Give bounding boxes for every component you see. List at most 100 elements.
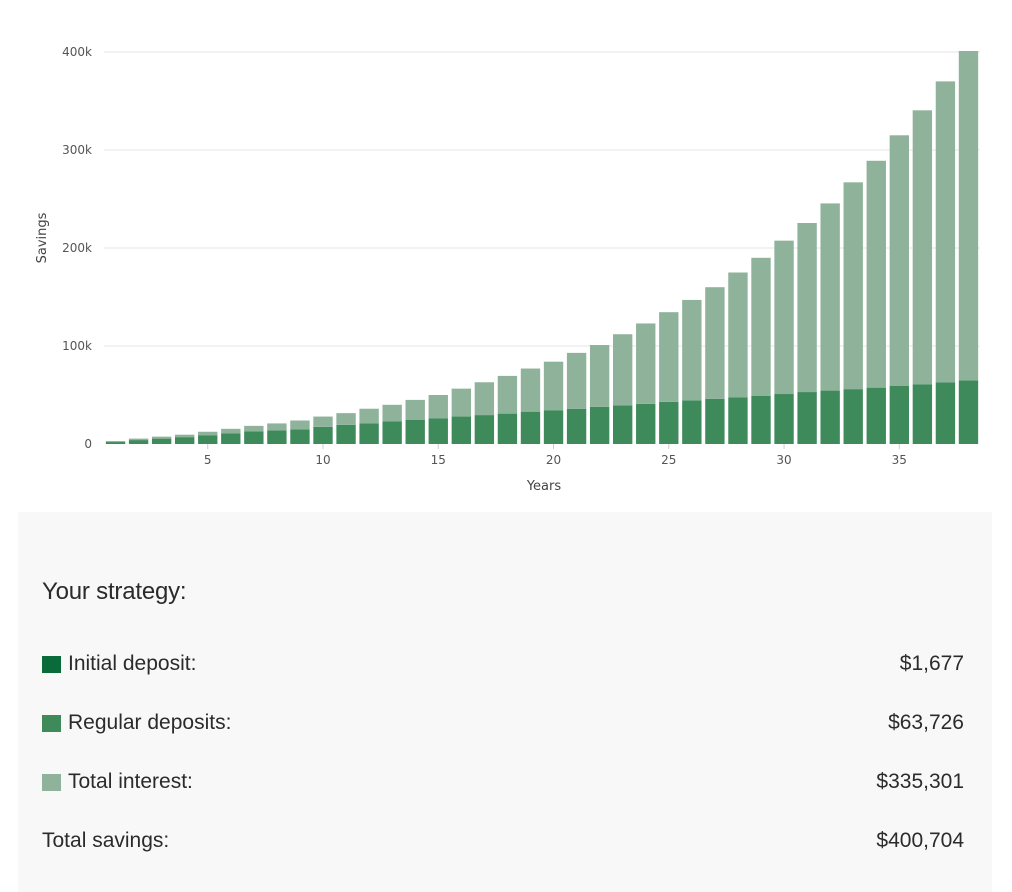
total-interest-swatch [42,773,61,791]
bar-deposits[interactable] [705,398,725,444]
bar-deposits[interactable] [912,384,933,444]
bar-deposits[interactable] [566,408,587,444]
bar-deposits[interactable] [151,438,172,444]
bar-deposits[interactable] [428,418,448,444]
total-savings-label: Total savings: [42,829,170,852]
bar-interest[interactable] [405,399,425,420]
bar-interest[interactable] [636,323,656,404]
bar-deposits[interactable] [820,390,840,444]
bar-deposits[interactable] [613,405,633,444]
strategy-title: Your strategy: [42,578,187,605]
bar-deposits[interactable] [589,406,610,444]
bar-interest[interactable] [774,240,794,395]
bar-deposits[interactable] [128,440,149,444]
bar-interest[interactable] [589,345,610,407]
y-tick-label: 0 [84,437,92,451]
bar-deposits[interactable] [313,426,333,444]
bar-deposits[interactable] [843,389,863,444]
bar-deposits[interactable] [889,385,909,444]
bar-interest[interactable] [958,51,979,381]
bar-interest[interactable] [198,431,218,436]
bar-interest[interactable] [359,408,379,424]
y-tick-label: 100k [62,339,92,353]
x-tick-label: 35 [892,453,907,467]
bar-deposits[interactable] [774,394,794,444]
bar-deposits[interactable] [198,435,218,444]
x-tick-label: 25 [661,453,676,467]
initial-deposit-label: Initial deposit: [68,652,197,675]
bar-interest[interactable] [451,388,471,417]
bar-deposits[interactable] [659,401,679,444]
bar-interest[interactable] [843,182,863,390]
regular-deposits-label: Regular deposits: [68,711,232,734]
bar-deposits[interactable] [451,416,471,444]
bar-interest[interactable] [728,272,748,398]
bar-interest[interactable] [659,312,679,402]
bar-interest[interactable] [566,352,587,409]
total-interest-label: Total interest: [68,770,193,793]
bar-interest[interactable] [175,434,195,438]
bar-interest[interactable] [820,203,840,391]
bar-interest[interactable] [221,428,241,434]
bar-deposits[interactable] [728,397,748,444]
bar-deposits[interactable] [543,410,564,444]
bar-interest[interactable] [474,382,495,416]
bar-interest[interactable] [151,436,172,439]
bar-deposits[interactable] [935,382,956,444]
bar-deposits[interactable] [290,429,310,444]
bar-interest[interactable] [290,420,310,430]
bar-deposits[interactable] [105,442,126,444]
total-savings-value: $400,704 [876,829,964,852]
x-tick-label: 15 [431,453,446,467]
bar-deposits[interactable] [958,380,979,444]
y-axis-title: Savings [35,212,50,263]
initial-deposit-value: $1,677 [899,652,964,675]
y-tick-label: 400k [62,45,92,59]
bar-deposits[interactable] [336,424,356,444]
bar-interest[interactable] [105,441,126,443]
bar-deposits[interactable] [175,437,195,444]
bar-interest[interactable] [912,110,933,385]
bar-deposits[interactable] [221,433,241,444]
bar-deposits[interactable] [474,415,495,444]
summary-row-total-savings: Total savings: $400,704 [42,826,964,856]
bar-deposits[interactable] [267,430,287,444]
x-tick-label: 30 [776,453,791,467]
bar-interest[interactable] [751,257,771,396]
bar-deposits[interactable] [382,421,402,444]
bar-deposits[interactable] [359,423,379,444]
bar-interest[interactable] [428,395,448,419]
bar-interest[interactable] [889,135,909,386]
bar-deposits[interactable] [797,392,817,444]
bar-interest[interactable] [128,438,149,441]
bar-interest[interactable] [866,160,886,388]
bar-interest[interactable] [267,423,287,431]
summary-row-regular-deposits: Regular deposits: $63,726 [42,708,964,738]
y-axis-ticks: 0 100k 200k 300k 400k [62,45,92,451]
bar-interest[interactable] [613,334,633,406]
bar-interest[interactable] [935,81,956,383]
bar-deposits[interactable] [636,403,656,444]
bar-interest[interactable] [797,223,817,393]
bar-deposits[interactable] [682,400,702,444]
bar-interest[interactable] [705,287,725,399]
bar-deposits[interactable] [405,419,425,444]
bar-interest[interactable] [543,361,564,411]
bar-interest[interactable] [244,425,264,432]
bar-interest[interactable] [497,375,518,414]
bar-interest[interactable] [682,299,702,401]
y-tick-label: 300k [62,143,92,157]
initial-deposit-swatch [42,655,61,673]
bar-interest[interactable] [520,368,541,412]
summary-row-total-interest: Total interest: $335,301 [42,767,964,797]
bar-deposits[interactable] [497,413,518,444]
x-tick-label: 20 [546,453,561,467]
bar-interest[interactable] [382,404,402,422]
bar-deposits[interactable] [751,395,771,444]
bar-interest[interactable] [336,413,356,425]
bar-interest[interactable] [313,416,333,427]
bar-deposits[interactable] [520,411,541,444]
bar-deposits[interactable] [244,431,264,444]
bar-deposits[interactable] [866,387,886,444]
